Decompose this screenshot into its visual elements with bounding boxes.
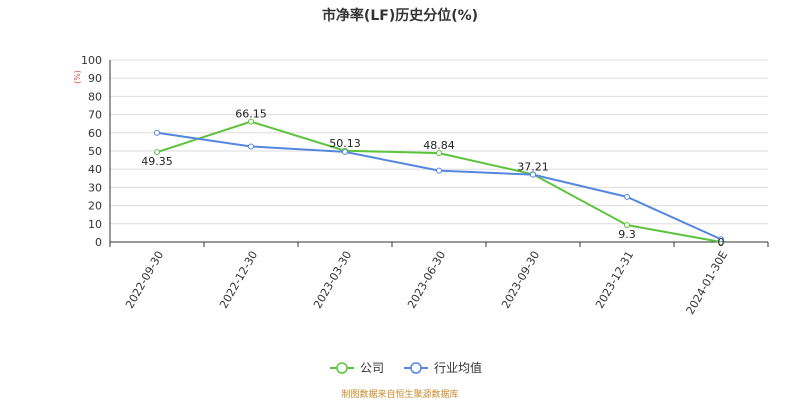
data-label: 49.35 <box>141 155 173 168</box>
legend-label: 行业均值 <box>434 360 482 375</box>
data-label: 66.15 <box>235 108 267 121</box>
x-tick-label: 2023-12-31 <box>593 249 636 311</box>
data-label: 9.3 <box>618 228 636 241</box>
industry-point <box>530 171 536 178</box>
y-tick-label: 70 <box>88 109 102 122</box>
company-point <box>436 150 442 157</box>
industry-point <box>248 143 254 150</box>
x-axis: 2022-09-30 2022-12-30 2023-03-30 2023-06-30… <box>109 242 769 317</box>
data-label: 0 <box>718 236 725 249</box>
y-tick-label: 60 <box>88 127 102 140</box>
y-axis-unit: (%) <box>73 70 82 84</box>
chart-title: 市净率(LF)历史分位(%) <box>321 8 479 24</box>
x-tick-label: 2023-06-30 <box>405 249 448 311</box>
legend-swatch-marker <box>410 362 422 374</box>
company-point <box>624 222 630 229</box>
grid-lines <box>110 59 768 243</box>
y-tick-label: 10 <box>88 218 102 231</box>
y-tick-label: 80 <box>88 90 102 103</box>
y-tick-label: 90 <box>88 72 102 85</box>
industry-point <box>342 148 348 155</box>
data-label: 50.13 <box>329 137 361 150</box>
series-lines <box>154 118 724 245</box>
y-tick-label: 30 <box>88 181 102 194</box>
company-point <box>154 149 160 156</box>
y-tick-label: 0 <box>95 236 102 249</box>
legend-swatch-marker <box>336 362 348 374</box>
x-tick-label: 2023-09-30 <box>499 249 542 311</box>
data-label: 37.21 <box>517 160 549 173</box>
y-tick-label: 20 <box>88 200 102 213</box>
x-tick-label: 2024-01-30E <box>684 249 731 317</box>
y-tick-label: 40 <box>88 163 102 176</box>
legend: 公司 行业均值 <box>330 360 482 375</box>
legend-label: 公司 <box>360 361 384 375</box>
company-point <box>248 118 254 125</box>
data-label: 48.84 <box>423 139 455 152</box>
y-tick-label: 50 <box>88 145 102 158</box>
y-tick-label: 100 <box>81 54 102 67</box>
industry-point <box>154 129 160 136</box>
industry-point <box>718 236 724 243</box>
x-tick-label: 2023-03-30 <box>311 249 354 311</box>
industry-point <box>624 193 630 200</box>
x-tick-label: 2022-09-30 <box>123 249 166 311</box>
data-labels: 49.35 66.15 50.13 48.84 37.21 9.3 0 <box>141 108 724 249</box>
industry-point <box>436 167 442 174</box>
x-tick-label: 2022-12-30 <box>217 249 260 311</box>
y-axis: 0 10 20 30 40 50 60 70 80 90 100 (%) <box>73 54 111 249</box>
source-note: 制图数据来自恒生聚源数据库 <box>341 390 459 400</box>
